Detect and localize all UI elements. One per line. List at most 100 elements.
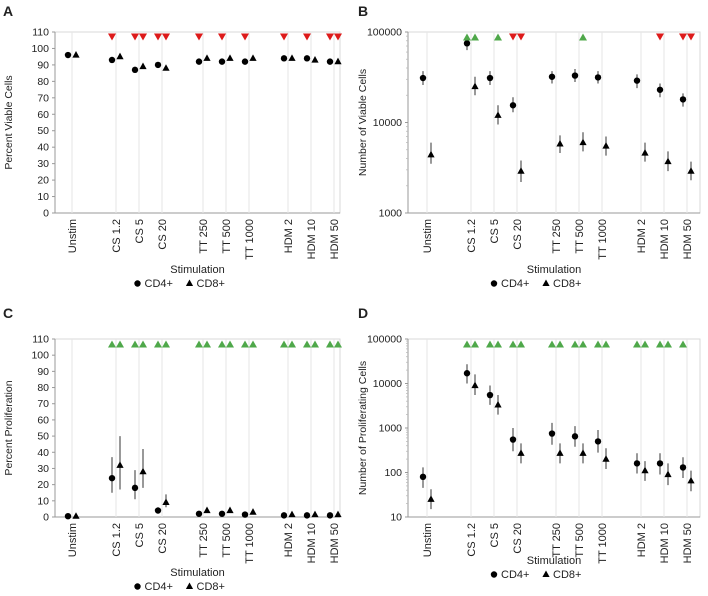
y-tick-label: 0 [43, 512, 49, 524]
x-tick-label-tt-1000: TT 1000 [597, 523, 609, 564]
x-tick-label-cs-5: CS 5 [134, 523, 146, 547]
plot-frame [407, 338, 701, 518]
significance-up-tt-250-cd8 [203, 340, 211, 348]
x-tick-label-cs-20: CS 20 [157, 219, 169, 250]
x-tick-label-tt-1000: TT 1000 [244, 523, 256, 564]
significance-up-hdm-50-cd4 [326, 340, 334, 348]
x-tick-label-tt-500: TT 500 [574, 523, 586, 558]
legend-marker-cd8 [542, 279, 550, 286]
point-hdm-2-cd4 [280, 512, 288, 519]
plot-frame [54, 338, 341, 518]
plot-frame [407, 31, 701, 214]
point-cs-5-cd4 [131, 66, 139, 74]
x-tick-label-tt-250: TT 250 [198, 523, 210, 558]
y-tick-label: 50 [37, 431, 49, 443]
panel-c-percent-proliferation: 0 10 20 30 40 50 60 70 80 90 100 110 Percent Prolife… [3, 334, 342, 593]
significance-down-cs-20-cd8 [517, 33, 525, 41]
significance-up-cs-1-2-cd8 [116, 340, 124, 348]
legend-marker-cd8 [185, 582, 194, 589]
y-axis-label: Percent Viable Cells [3, 75, 15, 169]
significance-up-tt-1000-cd4 [241, 340, 249, 348]
y-tick-label: 100 [31, 350, 49, 362]
x-axis-label: Stimulation [170, 264, 224, 276]
point-tt-500-cd8 [226, 506, 234, 514]
significance-up-hdm-2-cd4 [280, 340, 288, 348]
significance-up-tt-250-cd4 [548, 340, 556, 348]
point-cs-20-cd8 [517, 167, 525, 174]
point-tt-1000-cd8 [249, 508, 257, 515]
point-cs-1-2-cd4 [108, 474, 116, 482]
significance-up-hdm-10-cd8 [311, 340, 319, 348]
x-tick-label-unstim: Unstim [422, 219, 434, 253]
point-tt-500-cd8 [579, 449, 587, 456]
significance-up-cs-5-cd4 [131, 340, 139, 348]
significance-up-tt-250-cd4 [195, 340, 203, 348]
y-axis-label: Percent Proliferation [3, 380, 15, 475]
significance-up-cs-1-2-cd4 [463, 340, 471, 348]
point-cs-5-cd8 [139, 62, 147, 70]
y-tick-label: 110 [32, 27, 49, 39]
point-unstim-cd4 [419, 74, 427, 82]
significance-up-hdm-50-cd8 [334, 340, 342, 348]
significance-down-cs-5-cd4 [131, 33, 139, 41]
y-tick-label: 60 [37, 109, 49, 121]
legend-label-cd8: CD8+ [553, 278, 581, 290]
point-tt-1000-cd4 [241, 511, 249, 518]
y-axis-label: Number of Proliferating Cells [357, 361, 369, 495]
x-tick-label-hdm-10: HDM 10 [306, 523, 318, 563]
y-tick-label: 30 [37, 158, 49, 170]
y-tick-label: 50 [37, 125, 49, 137]
y-tick-label: 20 [37, 175, 49, 187]
point-hdm-50-cd8 [334, 510, 342, 518]
significance-down-tt-1000-cd4 [241, 33, 249, 41]
significance-down-hdm-2-cd4 [280, 33, 288, 41]
point-tt-500-cd8 [579, 138, 587, 146]
point-tt-500-cd8 [226, 54, 234, 61]
point-cs-1-2-cd4 [463, 370, 471, 377]
point-hdm-50-cd4 [326, 58, 334, 65]
x-axis-label: Stimulation [527, 264, 581, 276]
point-cs-1-2-cd8 [471, 381, 479, 389]
point-cs-1-2-cd8 [116, 52, 124, 60]
significance-up-tt-500-cd8 [579, 33, 587, 41]
legend-label-cd4: CD4+ [501, 569, 529, 581]
point-cs-5-cd4 [486, 74, 494, 82]
point-unstim-cd8 [72, 512, 80, 519]
point-tt-1000-cd4 [594, 438, 602, 445]
point-hdm-50-cd4 [326, 512, 334, 519]
significance-down-hdm-50-cd4 [679, 33, 687, 41]
significance-up-cs-1-2-cd4 [463, 33, 471, 41]
x-tick-label-cs-1-2: CS 1.2 [466, 219, 478, 253]
panel-a-percent-viable: 0 10 20 30 40 50 60 70 80 90 100 110 Percent Viable … [3, 27, 342, 290]
point-hdm-10-cd8 [664, 157, 672, 165]
point-cs-20-cd8 [517, 449, 525, 456]
significance-up-hdm-2-cd8 [288, 340, 296, 348]
point-tt-1000-cd4 [241, 58, 249, 65]
x-tick-label-cs-20: CS 20 [512, 219, 524, 250]
y-tick-label: 10000 [373, 117, 402, 129]
significance-up-tt-500-cd4 [571, 340, 579, 348]
point-cs-5-cd8 [139, 467, 147, 475]
point-hdm-10-cd8 [311, 510, 319, 518]
x-tick-label-hdm-2: HDM 2 [283, 219, 295, 253]
significance-up-hdm-50-cd4 [679, 340, 687, 348]
significance-down-cs-20-cd8 [162, 33, 170, 41]
legend-marker-cd4 [490, 571, 498, 578]
point-cs-5-cd8 [494, 111, 502, 118]
y-tick-label: 1000 [379, 208, 403, 220]
point-hdm-2-cd4 [280, 55, 288, 62]
y-tick-label: 100000 [367, 334, 402, 346]
point-hdm-2-cd8 [288, 54, 296, 61]
significance-up-cs-20-cd8 [517, 340, 525, 348]
x-tick-label-tt-250: TT 250 [198, 219, 210, 254]
legend-label-cd8: CD8+ [553, 569, 581, 581]
point-cs-20-cd4 [154, 61, 162, 69]
point-hdm-10-cd4 [656, 460, 664, 467]
x-tick-label-cs-5: CS 5 [134, 219, 146, 243]
point-tt-500-cd4 [571, 433, 579, 440]
y-tick-label: 90 [37, 59, 49, 71]
panel-letter-a: A [3, 3, 13, 19]
legend-marker-cd8 [185, 279, 194, 286]
y-tick-label: 10 [37, 495, 49, 507]
x-tick-label-hdm-50: HDM 50 [329, 219, 341, 259]
